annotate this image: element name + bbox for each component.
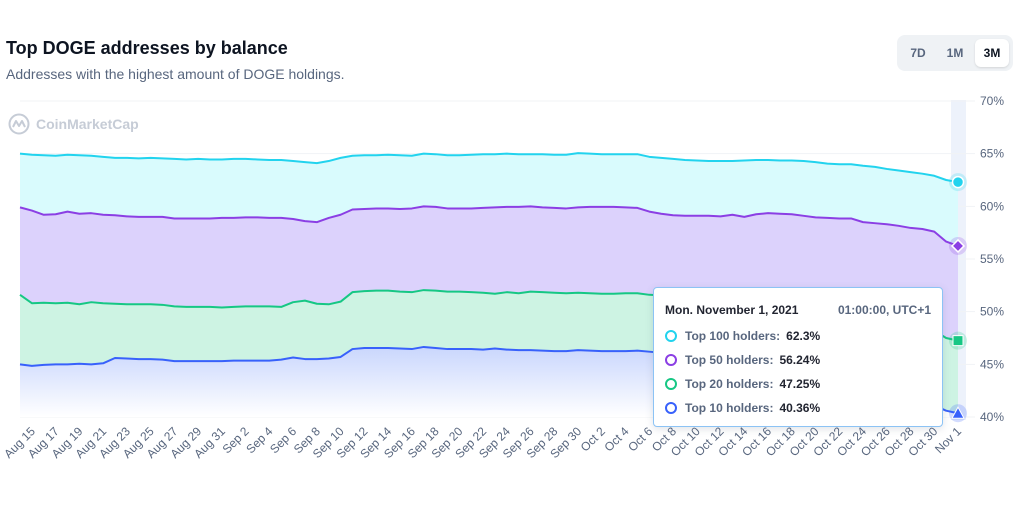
tooltip-row-label: Top 100 holders: bbox=[685, 329, 781, 343]
series-line bbox=[19, 205, 959, 247]
y-tick-label: 70% bbox=[980, 94, 1004, 108]
time-range-selector: 7D 1M 3M bbox=[897, 35, 1013, 71]
tooltip-row: Top 10 holders: 40.36% bbox=[665, 401, 820, 415]
series-end-marker bbox=[951, 406, 965, 419]
legend-dot-icon bbox=[665, 378, 677, 390]
tooltip-row-value: 40.36% bbox=[779, 401, 821, 415]
x-tick-label: Oct 6 bbox=[625, 424, 655, 454]
y-tick-label: 55% bbox=[980, 252, 1004, 266]
tooltip-row-label: Top 10 holders: bbox=[685, 401, 774, 415]
range-7d-button[interactable]: 7D bbox=[901, 39, 935, 67]
tooltip-time: 01:00:00, UTC+1 bbox=[837, 303, 931, 317]
chart-subtitle: Addresses with the highest amount of DOG… bbox=[6, 66, 345, 82]
y-tick-label: 50% bbox=[980, 305, 1004, 319]
series-end-marker bbox=[951, 175, 965, 189]
y-tick-label: 60% bbox=[980, 199, 1004, 213]
series-end-marker bbox=[952, 335, 964, 347]
legend-dot-icon bbox=[665, 402, 677, 414]
legend-dot-icon bbox=[665, 330, 677, 342]
tooltip-row-value: 62.3% bbox=[786, 329, 821, 343]
tooltip-row-label: Top 50 holders: bbox=[685, 353, 774, 367]
tooltip-row-value: 56.24% bbox=[779, 353, 821, 367]
chart-tooltip: Mon. November 1, 2021 01:00:00, UTC+1 To… bbox=[653, 287, 943, 427]
tooltip-row: Top 50 holders: 56.24% bbox=[665, 353, 820, 367]
range-3m-button[interactable]: 3M bbox=[975, 39, 1009, 67]
chart-title: Top DOGE addresses by balance bbox=[6, 38, 288, 58]
coinmarketcap-logo-icon bbox=[8, 113, 30, 135]
tooltip-row: Top 100 holders: 62.3% bbox=[665, 329, 820, 343]
tooltip-row-value: 47.25% bbox=[779, 377, 821, 391]
watermark-text: CoinMarketCap bbox=[36, 116, 139, 132]
x-tick-label: Oct 2 bbox=[578, 424, 608, 454]
y-tick-label: 40% bbox=[980, 410, 1004, 424]
x-tick-label: Oct 4 bbox=[601, 424, 631, 454]
legend-dot-icon bbox=[665, 354, 677, 366]
y-tick-label: 65% bbox=[980, 147, 1004, 161]
y-tick-label: 45% bbox=[980, 357, 1004, 371]
series-markers bbox=[949, 173, 967, 423]
series-end-marker bbox=[950, 238, 966, 253]
range-1m-button[interactable]: 1M bbox=[938, 39, 972, 67]
watermark: CoinMarketCap bbox=[8, 113, 139, 135]
tooltip-date: Mon. November 1, 2021 bbox=[665, 303, 799, 317]
tooltip-row-label: Top 20 holders: bbox=[685, 377, 774, 391]
series-line bbox=[19, 152, 959, 184]
x-tick-label: Nov 1 bbox=[932, 424, 964, 456]
y-axis-ticks: 70% 65% 60% 55% 50% 45% 40% bbox=[980, 94, 1004, 424]
tooltip-row: Top 20 holders: 47.25% bbox=[665, 377, 820, 391]
